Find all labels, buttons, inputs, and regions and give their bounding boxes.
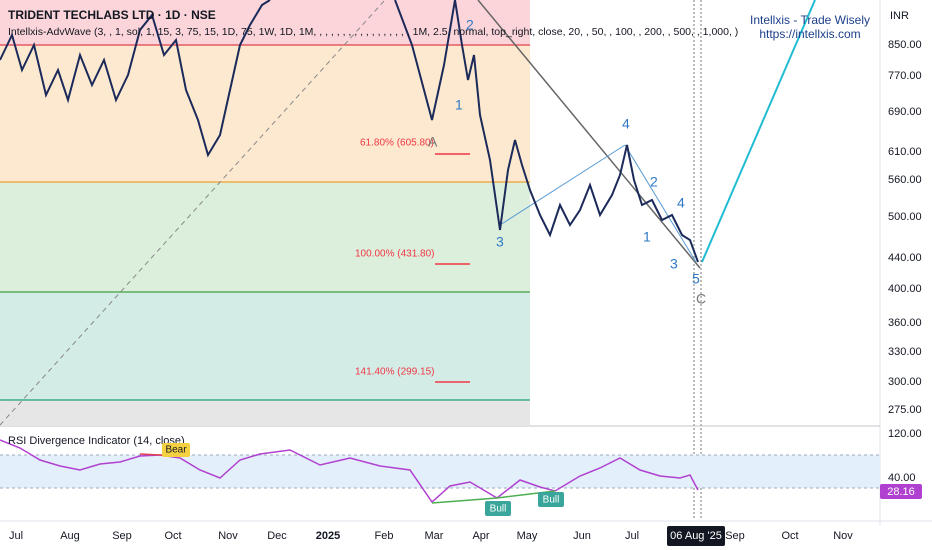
bear-badge — [162, 443, 190, 457]
zone-gray — [0, 400, 530, 425]
wave-label: 2 — [466, 17, 474, 33]
bull-badge — [538, 492, 564, 507]
currency: INR — [890, 10, 909, 22]
time-axis-label: Mar — [425, 530, 444, 542]
fib-label: 100.00% (431.80) — [355, 249, 435, 260]
trend-dashed — [0, 0, 386, 426]
divergence-line — [431, 497, 498, 504]
wave-label: 1 — [643, 229, 651, 245]
wave-label: 4 — [622, 116, 630, 132]
price-axis-label: 440.00 — [888, 252, 922, 264]
zone-orange — [0, 45, 530, 182]
time-axis-label: Nov — [218, 530, 238, 542]
cursor-date-badge — [667, 526, 725, 546]
time-axis-label: Oct — [164, 530, 181, 542]
price-axis-label: 610.00 — [888, 146, 922, 158]
time-axis-label: Jul — [9, 530, 23, 542]
zone-green — [0, 182, 530, 292]
price-axis-label: 330.00 — [888, 346, 922, 358]
watermark: Intellxis - Trade Wisely — [750, 13, 870, 27]
price-axis-label: 560.00 — [888, 174, 922, 186]
time-axis-label: Sep — [112, 530, 132, 542]
rsi-title: RSI Divergence Indicator (14, close) — [8, 435, 185, 447]
price-axis-label: 360.00 — [888, 317, 922, 329]
watermark: https://intellxis.com — [759, 27, 860, 41]
rsi-current: 28.16 — [887, 486, 915, 498]
time-axis: Jul Aug Sep Oct Nov Dec 2025 Feb Mar Apr May Jun Jul… — [9, 530, 853, 542]
wave-label: 2 — [650, 174, 658, 190]
price-axis-label: 850.00 — [888, 39, 922, 51]
rsi-current-badge — [880, 484, 922, 499]
time-axis-label: May — [517, 530, 538, 542]
price-axis-label: 400.00 — [888, 283, 922, 295]
time-axis-label: Jun — [573, 530, 591, 542]
wave-label: 5 — [692, 271, 700, 287]
zone-teal — [0, 292, 530, 400]
indicator-text: Intellxis-AdvWave (3, , 1, sol, 1, 15, 3… — [8, 26, 738, 38]
time-axis-label: Sep — [725, 530, 745, 542]
fib-label: 61.80% (605.80) — [360, 138, 434, 149]
wave-line — [624, 144, 697, 263]
bear-label: Bear — [165, 445, 187, 456]
time-axis-label: Jul — [625, 530, 639, 542]
bull-label: Bull — [543, 495, 560, 506]
rsi-band — [0, 455, 880, 488]
time-axis-label: Apr — [472, 530, 489, 542]
time-axis-label: 2025 — [316, 530, 340, 542]
wave-label: 3 — [670, 256, 678, 272]
bull-badge — [485, 501, 511, 516]
wave-label: 4 — [677, 195, 685, 211]
wave-label: 1 — [455, 97, 463, 113]
wave-label: C — [696, 291, 706, 307]
price-line — [0, 0, 271, 158]
time-axis-label: Dec — [267, 530, 287, 542]
wave-label: 3 — [496, 234, 504, 250]
wave-line — [499, 144, 626, 226]
projection-line — [701, 0, 816, 263]
price-axis-label: 770.00 — [888, 70, 922, 82]
wave-label: A — [428, 134, 438, 150]
time-axis-label: Feb — [375, 530, 394, 542]
rsi-axis-label: 120.00 — [888, 428, 922, 440]
bull-label: Bull — [490, 504, 507, 515]
rsi-axis-label: 40.00 — [888, 472, 916, 484]
price-axis-label: 300.00 — [888, 376, 922, 388]
cursor-date: 06 Aug '25 — [670, 530, 722, 542]
time-axis-label: Oct — [781, 530, 798, 542]
time-axis-label: Aug — [60, 530, 80, 542]
symbol-title: TRIDENT TECHLABS LTD · 1D · NSE — [8, 8, 216, 22]
time-axis-label: Nov — [833, 530, 853, 542]
rsi-line — [0, 439, 699, 504]
zone-pink — [0, 0, 530, 45]
price-axis-label: 690.00 — [888, 106, 922, 118]
price-axis-label: 500.00 — [888, 211, 922, 223]
price-axis-label: 275.00 — [888, 404, 922, 416]
fib-label: 141.40% (299.15) — [355, 367, 435, 378]
price-axis: 850.00 770.00 690.00 610.00 560.00 500.00 440.… — [888, 39, 922, 416]
trend-line — [477, 0, 701, 269]
price-line — [394, 0, 699, 263]
